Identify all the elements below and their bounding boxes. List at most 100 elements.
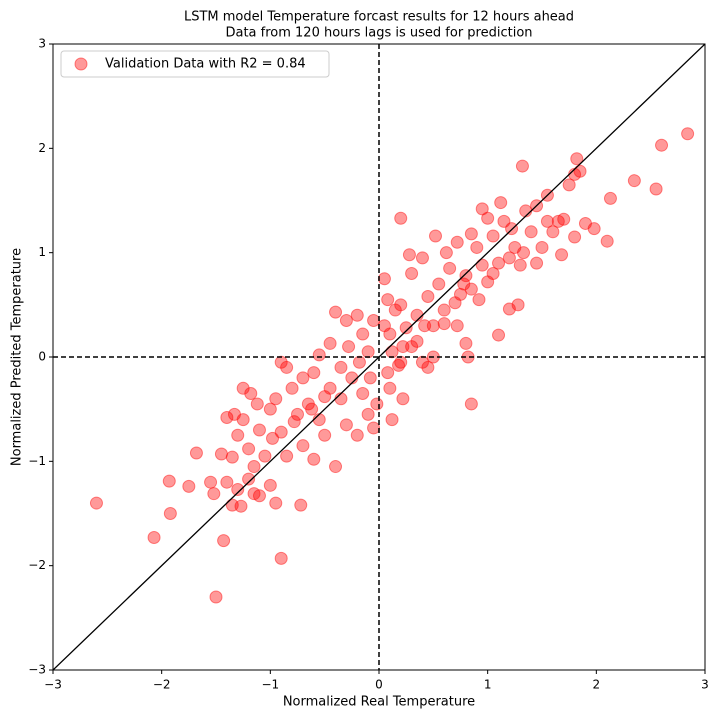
point [367, 421, 381, 435]
x-axis-label: Normalized Real Temperature [283, 695, 475, 710]
point [546, 225, 560, 239]
point [329, 305, 343, 319]
point [312, 348, 326, 362]
point [329, 460, 343, 474]
point [244, 387, 258, 401]
point [497, 214, 511, 228]
point [217, 534, 231, 548]
point [287, 415, 301, 429]
point [464, 397, 478, 411]
x-tick-label: 0 [375, 678, 383, 692]
point [385, 413, 399, 427]
point [342, 340, 356, 354]
point [454, 287, 467, 301]
point [515, 159, 529, 173]
point [301, 397, 315, 411]
point [402, 248, 416, 262]
point [323, 381, 337, 395]
point [437, 303, 451, 317]
point [274, 355, 288, 369]
point [530, 256, 544, 270]
point [519, 204, 533, 218]
point [363, 371, 377, 385]
y-tick-label: −3 [28, 663, 46, 677]
point [334, 392, 348, 406]
point [388, 303, 402, 317]
point [394, 298, 408, 312]
point [225, 450, 239, 464]
point [459, 269, 473, 283]
point [356, 327, 370, 341]
point [350, 428, 364, 442]
point [555, 248, 569, 262]
legend-label: Validation Data with R2 = 0.84 [105, 57, 306, 72]
x-tick-label: 1 [484, 678, 492, 692]
legend-box [60, 50, 330, 78]
point [587, 222, 601, 236]
point [486, 229, 500, 243]
point [505, 222, 519, 236]
point [655, 138, 669, 152]
point [570, 152, 584, 166]
point [450, 235, 464, 249]
point [236, 381, 250, 395]
point [350, 308, 364, 322]
point [405, 340, 419, 354]
point [385, 345, 399, 359]
point [502, 302, 516, 316]
point [307, 452, 321, 466]
point [269, 496, 283, 510]
point [481, 275, 495, 289]
point [236, 413, 250, 427]
point [367, 313, 381, 327]
point [323, 336, 337, 350]
point [405, 267, 419, 281]
point [475, 202, 489, 216]
point [568, 230, 582, 244]
point [627, 174, 641, 188]
point [535, 240, 549, 254]
point [280, 449, 294, 463]
point [242, 472, 256, 486]
point [432, 277, 446, 291]
point [502, 251, 516, 265]
x-tick-label: 2 [593, 678, 601, 692]
point [162, 474, 176, 488]
point [296, 371, 310, 385]
point [291, 407, 304, 421]
point [426, 319, 440, 333]
y-tick-label: 0 [38, 350, 46, 364]
point [352, 355, 366, 369]
point [339, 418, 353, 432]
point [600, 234, 614, 248]
point [263, 402, 277, 416]
x-tick-label: 3 [701, 678, 709, 692]
point [421, 289, 435, 303]
point [318, 390, 332, 404]
point [448, 296, 462, 310]
point [472, 293, 486, 307]
point [508, 240, 522, 254]
plot-area [53, 44, 705, 670]
point [377, 272, 391, 286]
point [394, 355, 408, 369]
point [339, 313, 353, 327]
point [163, 507, 177, 520]
point [681, 127, 695, 141]
point [492, 328, 506, 342]
point [383, 327, 397, 341]
point [603, 191, 617, 205]
point [557, 212, 571, 226]
y-tick-label: 1 [38, 245, 46, 259]
point [234, 499, 248, 513]
point [573, 164, 587, 178]
point [464, 227, 478, 241]
point [410, 334, 424, 348]
point [334, 360, 348, 374]
point [250, 397, 264, 411]
point [242, 442, 256, 456]
point [231, 428, 245, 442]
x-tick-label: −2 [153, 678, 171, 692]
point [285, 381, 299, 395]
